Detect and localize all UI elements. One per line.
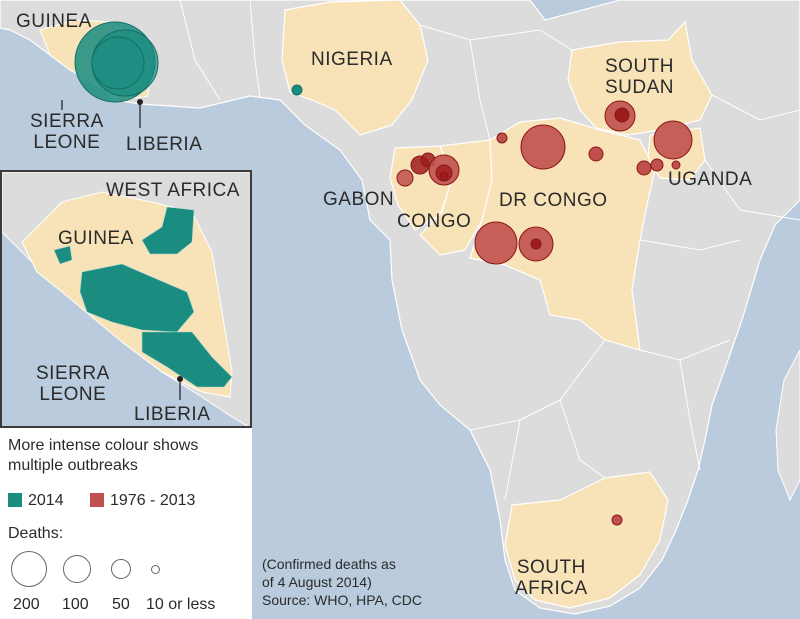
outbreak-circle (520, 124, 566, 170)
legend-intro: More intense colour shows multiple outbr… (8, 437, 199, 474)
outbreak-circle (474, 221, 518, 265)
legend-deaths-title: Deaths: (8, 525, 64, 542)
outbreak-circle (439, 171, 449, 181)
label-south-sudan: SOUTH SUDAN (605, 56, 675, 98)
outbreak-circle (588, 146, 604, 162)
outbreak-circle (611, 514, 623, 526)
outbreak-circle (653, 120, 693, 160)
madagascar (775, 349, 800, 502)
outbreak-circle-nigeria (291, 84, 303, 96)
footnote: (Confirmed deaths as of 4 August 2014) S… (262, 556, 422, 610)
outbreaks-1976-2013 (396, 100, 693, 526)
footnote-line-2: of 4 August 2014) (262, 573, 372, 590)
west-africa-inset: WEST AFRICA GUINEA SIERRA LEONE LIBERIA (0, 170, 252, 428)
legend-size-ring-50 (111, 559, 131, 579)
outbreak-circle (496, 132, 508, 144)
legend-size-label-100: 100 (62, 596, 89, 613)
label-guinea: GUINEA (16, 11, 92, 32)
country-borders (179, 0, 800, 501)
outbreak-circle (671, 160, 681, 170)
inset-label-liberia: LIBERIA (134, 404, 211, 425)
inset-label-guinea: GUINEA (58, 228, 134, 249)
outbreak-circle-liberia (91, 36, 145, 90)
label-liberia: LIBERIA (126, 134, 203, 155)
inset-outbreak-area (53, 245, 73, 265)
footnote-line-1: (Confirmed deaths as (262, 556, 396, 572)
label-gabon: GABON (323, 189, 395, 210)
legend-size-label-200: 200 (13, 596, 40, 613)
legend-size-ring-200 (11, 551, 47, 587)
leader-lines (61, 100, 141, 128)
inset-title: WEST AFRICA (106, 180, 240, 201)
liberia-marker-dot (137, 99, 143, 105)
outbreaks-2014 (74, 21, 303, 103)
outbreak-circle (614, 107, 630, 123)
legend-swatch-1976-2013 (90, 493, 104, 507)
label-sierra-leone: SIERRA LEONE (30, 111, 104, 153)
inset-outbreak-area (141, 331, 233, 388)
label-congo: CONGO (397, 211, 472, 232)
outbreak-circle (530, 238, 542, 250)
inset-outbreak-area (141, 206, 195, 255)
footnote-source: Source: WHO, HPA, CDC (262, 591, 422, 608)
legend-size-ring-10 (151, 565, 160, 574)
label-nigeria: NIGERIA (311, 49, 393, 70)
legend-size-ring-100 (63, 555, 91, 583)
nigeria-region (281, 0, 429, 136)
label-south-africa: SOUTH AFRICA (515, 557, 588, 599)
inset-outbreak-areas (53, 206, 233, 388)
label-dr-congo: DR CONGO (499, 190, 608, 211)
inset-map (2, 172, 250, 426)
inset-liberia-dot (177, 376, 183, 382)
outbreak-circle (396, 169, 414, 187)
inset-label-sierra-leone: SIERRA LEONE (36, 363, 110, 405)
legend: More intense colour shows multiple outbr… (0, 428, 252, 619)
legend-label-1976-2013: 1976 - 2013 (110, 492, 196, 509)
label-uganda: UGANDA (668, 169, 753, 190)
legend-size-label-50: 50 (112, 596, 130, 613)
outbreak-circle (650, 158, 664, 172)
south-sudan-region (567, 20, 713, 136)
legend-label-2014: 2014 (28, 492, 64, 509)
outbreak-circle (636, 160, 652, 176)
legend-swatch-2014 (8, 493, 22, 507)
legend-size-label-10: 10 or less (146, 596, 216, 613)
